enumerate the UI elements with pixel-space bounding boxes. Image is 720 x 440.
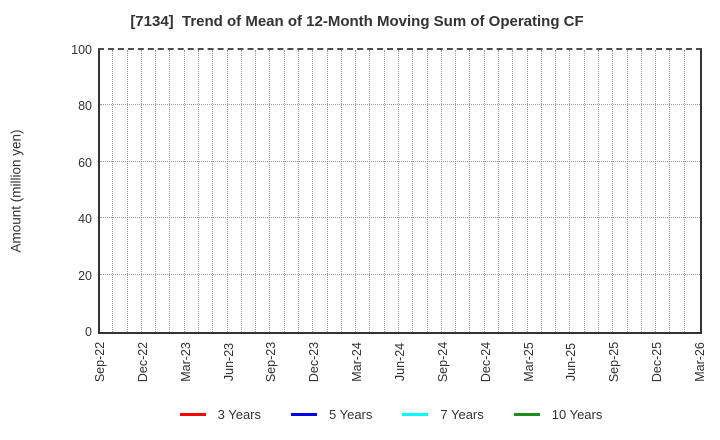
x-tick-label: Sep-23 (264, 341, 279, 383)
vertical-gridline (583, 50, 585, 332)
vertical-gridline (455, 50, 457, 332)
vertical-gridline (398, 50, 399, 332)
vertical-gridline (569, 50, 571, 332)
vertical-gridline (655, 50, 657, 332)
legend: 3 Years 5 Years 7 Years 10 Years (61, 403, 720, 425)
vertical-gridline (198, 50, 199, 332)
x-tick-label: Dec-25 (650, 341, 665, 383)
vertical-gridline (283, 50, 285, 332)
vertical-gridline (326, 50, 328, 332)
vertical-gridline (626, 50, 628, 332)
x-tick-label: Mar-26 (693, 342, 707, 382)
vertical-gridline (669, 50, 671, 332)
legend-label: 10 Years (551, 406, 603, 422)
horizontal-gridline (100, 217, 700, 219)
legend-line-swatch (179, 412, 206, 416)
vertical-gridline (169, 50, 171, 332)
x-tick-label: Dec-24 (478, 341, 493, 383)
vertical-gridline (298, 50, 299, 332)
vertical-gridline (112, 50, 114, 332)
y-tick-label: 20 (78, 268, 92, 283)
y-tick-label: 60 (78, 155, 92, 170)
vertical-gridline (212, 50, 214, 332)
vertical-gridline (440, 50, 442, 332)
horizontal-gridline (100, 273, 700, 275)
vertical-gridline (126, 50, 128, 332)
legend-label: 3 Years (217, 406, 261, 422)
vertical-gridline (512, 50, 514, 332)
vertical-gridline (640, 50, 642, 332)
y-axis-label: Amount (million yen) (8, 129, 24, 253)
x-tick-label: Jun-24 (393, 342, 407, 382)
vertical-gridline (312, 50, 314, 332)
vertical-gridline (683, 50, 685, 332)
y-tick-label: 0 (85, 325, 92, 339)
legend-line-swatch (402, 412, 429, 416)
x-tick-label: Mar-25 (521, 342, 536, 382)
vertical-gridline (555, 50, 557, 332)
x-tick-label: Dec-22 (135, 341, 150, 383)
legend-item: 7 Years (402, 406, 484, 422)
plot-area (98, 48, 702, 334)
vertical-gridline (226, 50, 228, 332)
x-tick-label: Sep-24 (435, 341, 450, 383)
vertical-gridline (355, 50, 357, 332)
x-tick-label: Sep-22 (93, 341, 107, 383)
x-tick-label: Mar-23 (178, 342, 193, 382)
y-tick-label: 80 (78, 99, 92, 114)
legend-label: 5 Years (329, 406, 373, 422)
vertical-gridline (612, 50, 614, 332)
vertical-gridline (155, 50, 157, 332)
y-tick-label: 100 (71, 43, 92, 57)
vertical-gridline (183, 50, 185, 332)
vertical-gridline (383, 50, 385, 332)
chart-title: [7134] Trend of Mean of 12-Month Moving … (130, 13, 584, 30)
vertical-gridline (340, 50, 342, 332)
vertical-gridline (483, 50, 485, 332)
legend-line-swatch (291, 412, 317, 416)
legend-item: 10 Years (513, 406, 603, 422)
vertical-gridline (469, 50, 471, 332)
y-tick-label: 40 (78, 212, 92, 227)
x-tick-label: Sep-25 (607, 341, 622, 383)
vertical-gridline (240, 50, 242, 332)
vertical-gridline (412, 50, 414, 332)
legend-label: 7 Years (440, 406, 484, 422)
vertical-gridline (598, 50, 599, 332)
vertical-gridline (140, 50, 142, 332)
x-tick-label: Jun-23 (221, 342, 236, 382)
vertical-gridline (526, 50, 528, 332)
legend-line-swatch (513, 412, 540, 416)
x-tick-label: Dec-23 (307, 341, 322, 383)
x-tick-label: Jun-25 (564, 342, 579, 382)
vertical-gridline (426, 50, 428, 332)
vertical-gridline (255, 50, 257, 332)
vertical-gridline (540, 50, 542, 332)
horizontal-gridline (100, 104, 700, 106)
x-tick-label: Mar-24 (350, 342, 365, 382)
vertical-gridline (498, 50, 499, 332)
vertical-gridline (269, 50, 271, 332)
vertical-gridline (369, 50, 371, 332)
horizontal-gridline (100, 160, 700, 162)
legend-item: 3 Years (179, 406, 261, 422)
legend-item: 5 Years (291, 407, 372, 422)
